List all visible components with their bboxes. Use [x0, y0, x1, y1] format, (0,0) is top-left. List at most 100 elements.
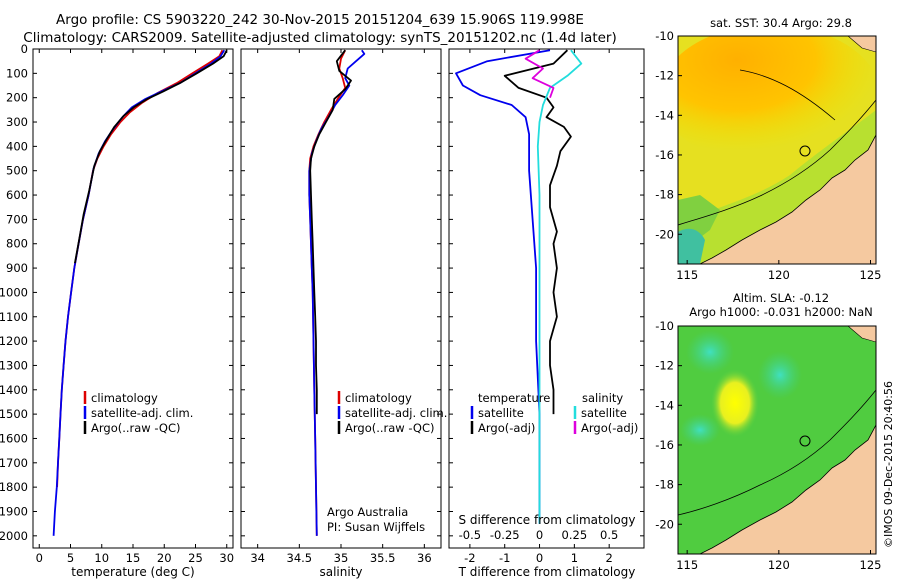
sla-float-marker — [799, 435, 811, 447]
s-difference-xlabel: S difference from climatology — [459, 513, 636, 527]
difference-profiles — [455, 49, 583, 524]
series-t-argo — [503, 49, 572, 415]
x-tick-label: 35 — [334, 551, 349, 565]
map-lat-label: -16 — [655, 148, 674, 162]
map-lat-label: -20 — [655, 517, 674, 531]
sst-cold-patch — [678, 228, 705, 264]
t-difference-x-axis: -2 -1 0 1 2 — [464, 49, 613, 565]
s-diff-tick-label: 0.5 — [600, 528, 618, 542]
depth-tick-label: 600 — [6, 188, 28, 202]
temperature-panel-frame — [32, 48, 234, 549]
series-t-satellite — [455, 49, 551, 524]
legend-label-t-argo: Argo(-adj) — [478, 421, 535, 435]
legend-label-satellite: satellite-adj. clim. — [345, 406, 447, 420]
sst-land — [699, 134, 876, 264]
x-tick-label: -2 — [464, 551, 475, 565]
figure-title-line2: Climatology: CARS2009. Satellite-adjuste… — [23, 30, 617, 46]
difference-legend: temperature satellite Argo(-adj) salinit… — [470, 391, 638, 435]
map-lat-label: -16 — [655, 438, 674, 452]
depth-tick-label: 500 — [6, 164, 28, 178]
s-diff-tick-label: -0.5 — [459, 528, 481, 542]
sla-low-anomaly-mid — [758, 351, 802, 399]
salinity-panel-frame — [240, 48, 442, 549]
s-diff-tick-label: 0.25 — [562, 528, 588, 542]
map-lat-label: -10 — [655, 29, 674, 43]
depth-tick-label: 1800 — [0, 480, 28, 494]
salinity-x-axis: 34 34.5 35 35.5 36 — [250, 49, 432, 565]
map-lat-label: -18 — [655, 188, 674, 202]
s-difference-x-axis: -0.5 -0.25 0 0.25 0.5 — [459, 528, 619, 542]
temperature-x-axis: 0 5 10 15 20 25 30 — [36, 49, 234, 565]
depth-tick-label: 1600 — [0, 431, 28, 445]
depth-tick-label: 900 — [6, 261, 28, 275]
x-tick-label: 34 — [250, 551, 265, 565]
sst-map-image — [678, 36, 876, 264]
legend-salinity-title: salinity — [582, 391, 623, 405]
s-diff-tick-label: 0 — [536, 528, 543, 542]
x-tick-label: 2 — [606, 551, 613, 565]
depth-tick-label: 100 — [6, 66, 28, 80]
depth-tick-label: 2000 — [0, 529, 28, 543]
map-lon-label: 120 — [768, 558, 790, 572]
legend-label-argo: Argo(..raw -QC) — [345, 421, 435, 435]
x-tick-label: 34.5 — [287, 551, 313, 565]
map-lon-label: 120 — [768, 268, 790, 282]
x-tick-label: 0 — [36, 551, 43, 565]
x-tick-label: 1 — [571, 551, 578, 565]
legend-label-satellite: satellite-adj. clim. — [91, 406, 193, 420]
map-lat-label: -20 — [655, 227, 674, 241]
x-tick-label: 20 — [157, 551, 172, 565]
sla-shelf-contour — [678, 389, 876, 516]
sst-map-frame — [677, 35, 877, 265]
depth-tick-label: 800 — [6, 237, 28, 251]
depth-tick-label: 1000 — [0, 285, 28, 299]
x-tick-label: 15 — [126, 551, 141, 565]
sla-low-anomaly-west — [680, 414, 720, 446]
difference-panel-frame — [448, 48, 645, 549]
t-difference-xlabel: T difference from climatology — [458, 565, 636, 579]
salinity-profiles — [308, 49, 366, 536]
map-lon-label: 125 — [860, 558, 882, 572]
temperature-xlabel: temperature (deg C) — [71, 565, 194, 579]
map-lat-label: -10 — [655, 319, 674, 333]
x-tick-label: 5 — [67, 551, 74, 565]
sla-map-axes: 115 120 125 -10 -12 -14 -16 -18 -20 — [655, 319, 881, 572]
depth-tick-label: 1900 — [0, 504, 28, 518]
series-argo — [309, 49, 352, 415]
series-s-satellite — [536, 49, 583, 524]
depth-tick-label: 700 — [6, 212, 28, 226]
salinity-legend: climatology satellite-adj. clim. Argo(..… — [327, 391, 447, 534]
x-tick-label: 36 — [417, 551, 432, 565]
figure-title-line1: Argo profile: CS 5903220_242 30-Nov-2015… — [56, 12, 584, 28]
salinity-xlabel: salinity — [319, 565, 362, 579]
map-lat-label: -12 — [655, 359, 674, 373]
sla-map-subtitle: Argo h1000: -0.031 h2000: NaN — [689, 305, 873, 319]
sst-shelf-contour — [678, 99, 876, 226]
depth-tick-label: 400 — [6, 139, 28, 153]
sla-high-anomaly — [711, 369, 759, 437]
sla-low-anomaly-north — [686, 330, 734, 374]
x-tick-label: 25 — [188, 551, 203, 565]
legend-label-s-argo: Argo(-adj) — [581, 421, 638, 435]
sst-float-marker — [799, 145, 811, 157]
map-lat-label: -18 — [655, 478, 674, 492]
legend-temperature-title: temperature — [478, 391, 550, 405]
temperature-profiles — [52, 49, 228, 536]
x-tick-label: 0 — [536, 551, 543, 565]
depth-tick-label: 200 — [6, 91, 28, 105]
x-tick-label: 30 — [219, 551, 234, 565]
series-s-argo — [524, 49, 555, 99]
series-satellite-adj-clim- — [52, 49, 226, 536]
salinity-annotation-line2: PI: Susan Wijffels — [327, 520, 425, 534]
map-lat-label: -14 — [655, 108, 674, 122]
legend-label-climatology: climatology — [91, 391, 158, 405]
sla-map-frame — [677, 325, 877, 555]
map-lon-label: 115 — [676, 558, 698, 572]
sst-warm-core — [678, 36, 876, 165]
legend-label-t-satellite: satellite — [478, 406, 524, 420]
sla-land-north — [847, 326, 876, 343]
sst-isobath — [739, 69, 836, 121]
depth-tick-label: 1200 — [0, 334, 28, 348]
depth-tick-label: 1700 — [0, 456, 28, 470]
